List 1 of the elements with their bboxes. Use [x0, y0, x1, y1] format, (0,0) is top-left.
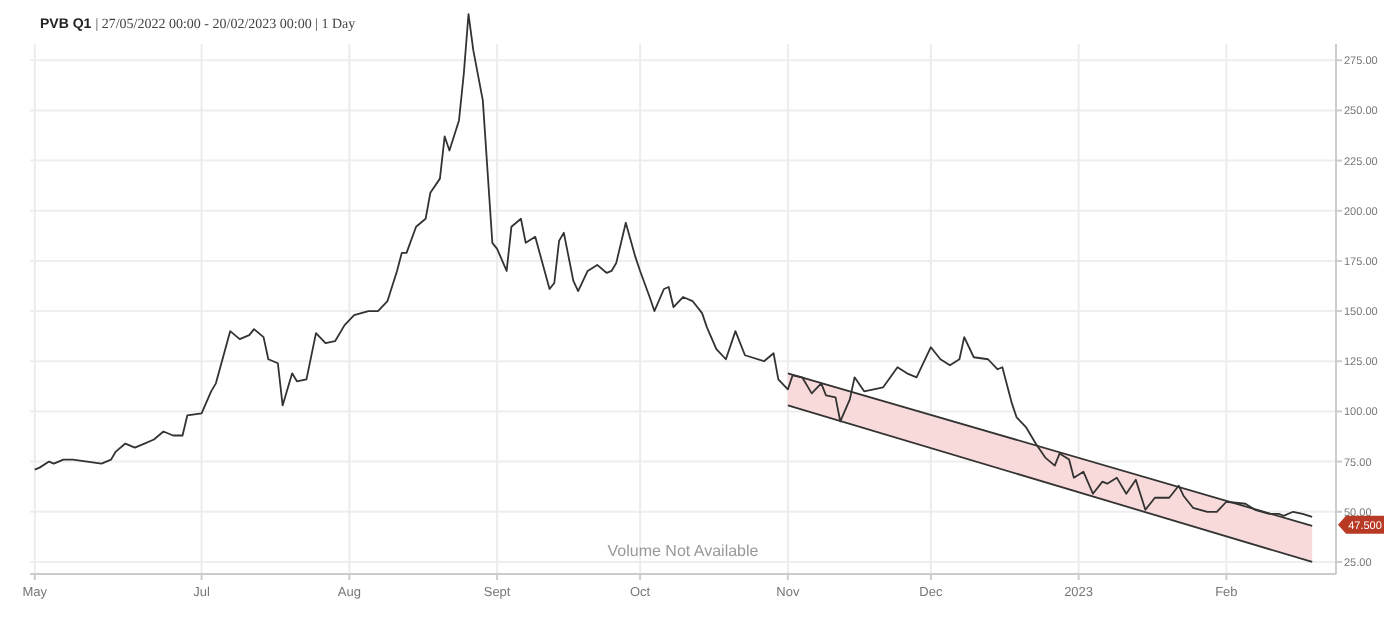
annotation: Volume Not Available — [607, 542, 760, 560]
